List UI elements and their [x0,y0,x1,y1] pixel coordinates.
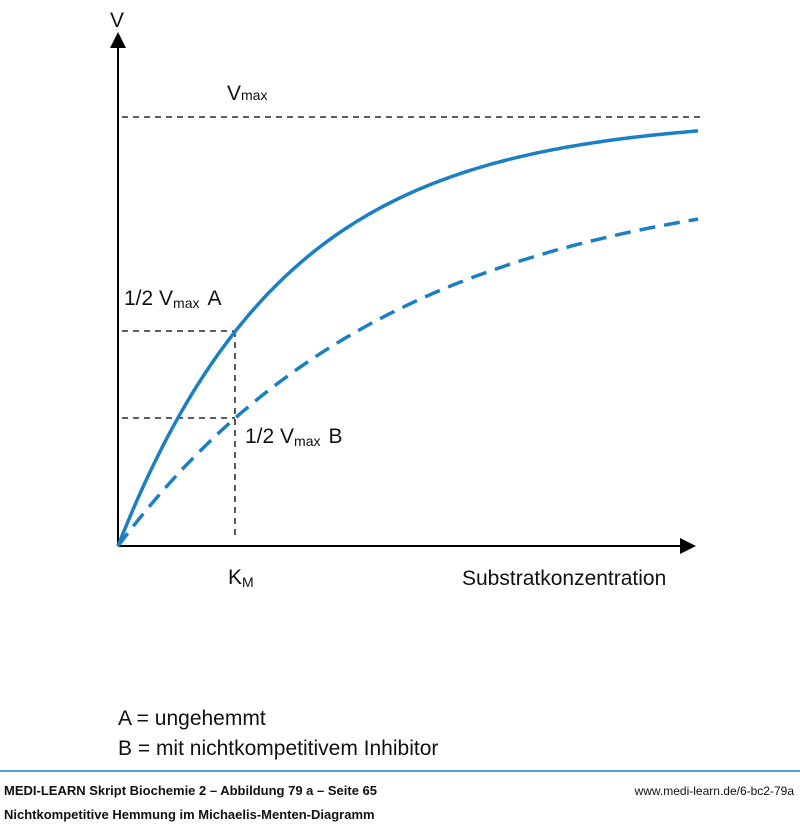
label-main: K [228,566,242,589]
curve-a [116,129,699,547]
footer-url: www.medi-learn.de/6-bc2-79a [634,784,795,798]
label-main: 1/2 V [245,425,294,448]
footer-source: MEDI-LEARN Skript Biochemie 2 – Abbildun… [4,783,377,798]
half-b-label: 1/2 Vmax B [245,425,343,449]
curve-b [116,217,699,548]
y-arrow [110,32,126,48]
label-sub: max [241,87,267,103]
x-arrow [680,538,696,554]
label-after: A [208,287,222,310]
legend-b: B = mit nichtkompetitivem Inhibitor [118,737,438,760]
footer-caption: Nichtkompetitive Hemmung im Michaelis-Me… [4,807,375,822]
vmax-label: Vmax [227,82,267,105]
label-sub: max [173,295,199,311]
label-main: 1/2 V [124,287,173,310]
km-label: KM [228,566,254,590]
label-sub: max [294,433,320,449]
half-a-label: 1/2 Vmax A [124,287,222,311]
label-main: V [227,82,241,105]
label-sub: M [242,574,254,590]
legend-a: A = ungehemmt [118,707,266,730]
y-axis-label: V [110,9,124,32]
label-after: B [329,425,343,448]
x-axis-label: Substratkonzentration [462,567,666,590]
